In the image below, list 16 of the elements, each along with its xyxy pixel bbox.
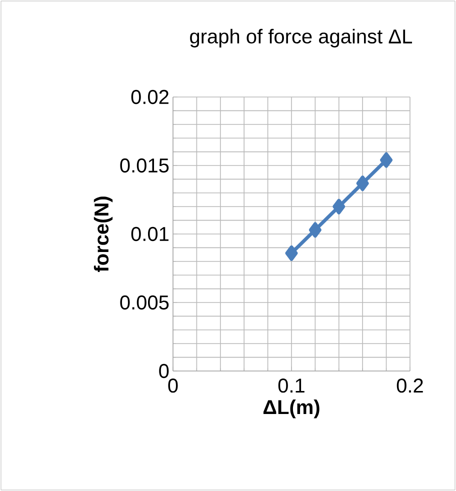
x-axis-title: ΔL(m) <box>263 400 320 418</box>
y-axis-title: force(N) <box>94 196 113 272</box>
x-tick-label: 0.2 <box>396 378 423 393</box>
point <box>356 176 369 192</box>
x-tick-label: 0 <box>168 378 178 393</box>
point <box>285 245 298 261</box>
y-tick-label: 0.005 <box>120 295 169 310</box>
x-tick-label: 0.1 <box>278 378 304 393</box>
y-tick-label: 0 <box>159 364 169 378</box>
y-tick-label: 0.02 <box>131 90 168 104</box>
point <box>332 198 346 214</box>
y-tick-label: 0.01 <box>131 226 168 242</box>
chart-title: graph of force against ΔL <box>190 28 412 48</box>
point <box>380 152 393 168</box>
y-tick-label: 0.015 <box>120 158 169 173</box>
point <box>308 222 322 238</box>
